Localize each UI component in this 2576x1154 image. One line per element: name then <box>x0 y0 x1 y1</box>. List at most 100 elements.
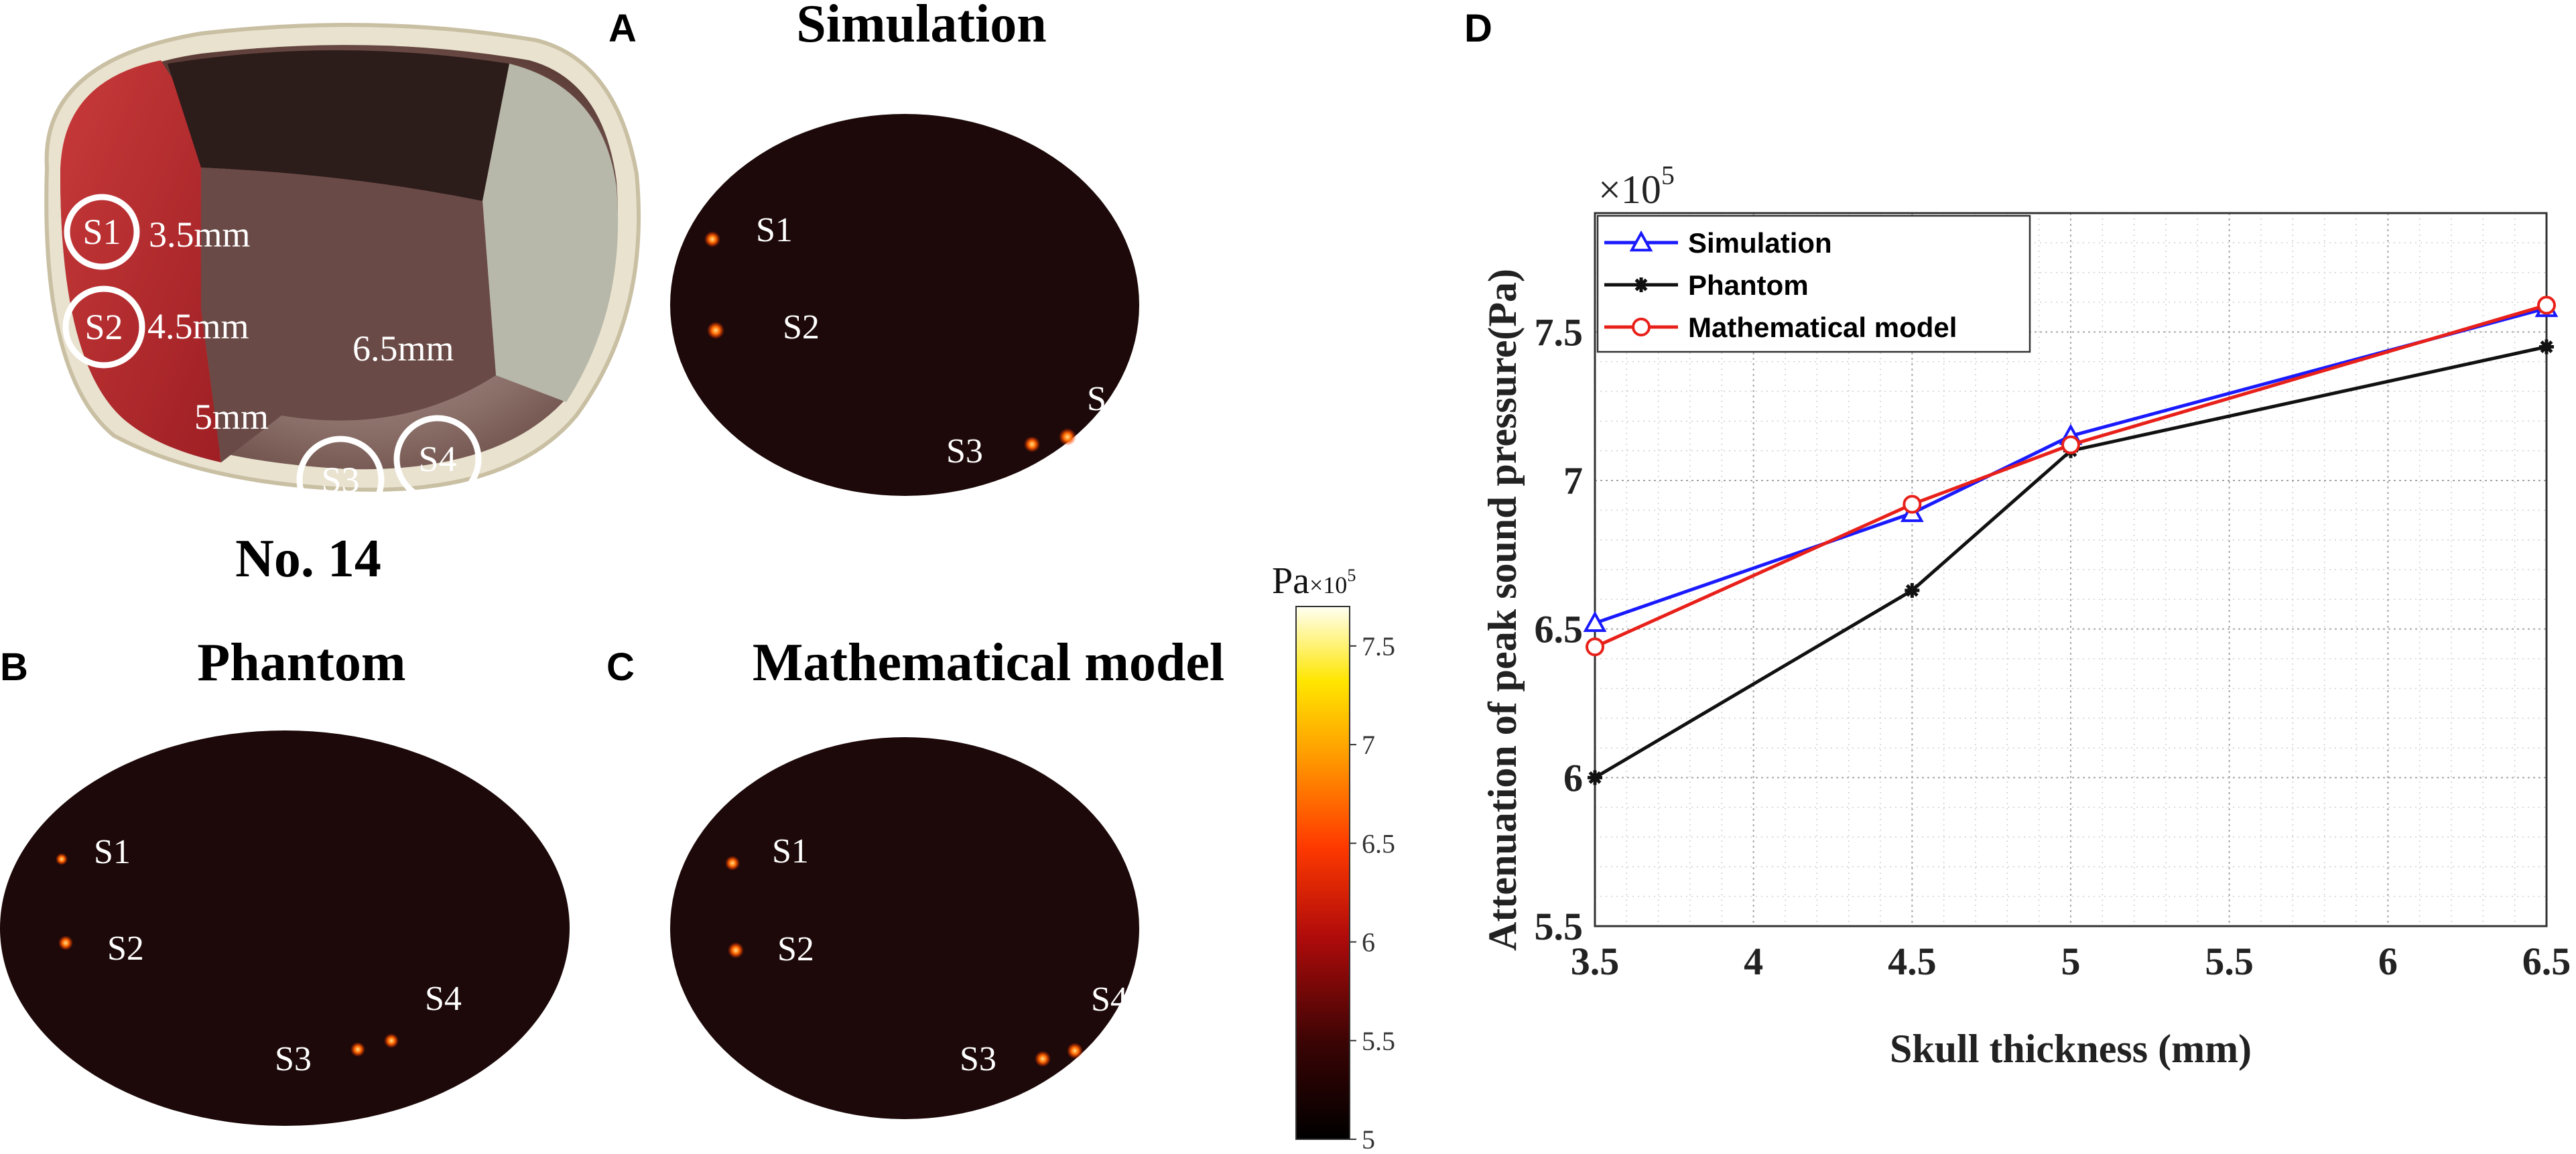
panel-b-spot-s3 <box>350 1042 365 1057</box>
panel-b-label-s4: S4 <box>425 980 462 1018</box>
panel-a-label-s1: S1 <box>756 211 793 249</box>
colorbar-tick-label: 7 <box>1362 730 1375 760</box>
skull-red-region <box>60 60 221 462</box>
x-tick-label: 6.5 <box>2522 940 2571 983</box>
y-tick-label: 7.5 <box>1535 310 1584 354</box>
y-tick-label: 6.5 <box>1535 608 1584 651</box>
legend-label: Mathematical model <box>1688 312 1957 343</box>
thickness-label-s2: 4.5mm <box>147 306 249 346</box>
data-point-marker <box>1586 637 1604 657</box>
thickness-label-s1: 3.5mm <box>149 214 251 255</box>
colorbar-exponent: ×10 <box>1309 572 1347 598</box>
panel-a-title: Simulation <box>796 0 1046 54</box>
colorbar-unit: Pa×105 <box>1272 560 1356 602</box>
panel-b-label-s1: S1 <box>94 833 131 871</box>
axes-box <box>1594 212 2548 927</box>
photo-caption: No. 14 <box>235 529 381 588</box>
y-multiplier-power: 5 <box>1661 160 1675 190</box>
legend-item: Simulation <box>1604 227 1832 259</box>
panel-a-spot-s3 <box>1024 436 1040 452</box>
colorbar-tick-label: 6 <box>1362 927 1375 958</box>
legend-label: Phantom <box>1688 269 1809 301</box>
x-tick-label: 4 <box>1744 940 1763 983</box>
skull-label-s3: S3 <box>321 460 359 500</box>
y-multiplier: ×105 <box>1598 160 1675 212</box>
skull-label-s4: S4 <box>418 439 456 479</box>
x-tick-label: 6 <box>2378 940 2398 983</box>
legend-marker <box>1634 277 1649 292</box>
skull-label-s2: S2 <box>84 307 123 347</box>
panel-b-title: Phantom <box>197 633 405 692</box>
legend-label: Simulation <box>1688 227 1832 259</box>
star-stroke <box>1905 584 1919 597</box>
series-mathematical-model <box>1586 296 2556 657</box>
x-tick-label: 5.5 <box>2205 940 2254 983</box>
panel-d-letter: D <box>1464 7 1492 50</box>
panel-c-field <box>670 737 1139 1119</box>
panel-c-spot-s3 <box>1035 1051 1051 1067</box>
panel-a-spot-s2 <box>707 322 724 339</box>
colorbar-tick-label: 5.5 <box>1362 1026 1395 1056</box>
colorbar: Pa×105 7.576.565.55 <box>1272 560 1395 1154</box>
panel-c-title: Mathematical model <box>753 633 1224 692</box>
x-axis-label: Skull thickness (mm) <box>1890 1027 2252 1071</box>
data-point-marker <box>1903 495 1922 514</box>
skull-photo: S1 S2 S3 S4 3.5mm 4.5mm 6.5mm 5mm <box>44 23 641 524</box>
skull-marker-s3 <box>296 436 385 524</box>
panel-c-letter: C <box>606 645 635 689</box>
star-stroke <box>2540 340 2553 353</box>
panel-b-field <box>0 730 570 1126</box>
panel-b-label-s3: S3 <box>275 1040 312 1078</box>
data-point-marker <box>2061 435 2080 454</box>
y-axis-label: Attenuation of peak sound pressure(Pa) <box>1480 269 1525 951</box>
star-stroke <box>1634 278 1648 292</box>
panel-b-label-s2: S2 <box>107 929 144 968</box>
star-stroke <box>1588 771 1602 784</box>
legend: Simulation Phantom Mathematical model <box>1596 214 2031 353</box>
x-tick-label: 3.5 <box>1571 940 1620 983</box>
legend-item: Mathematical model <box>1604 312 1957 343</box>
x-tick-label: 4.5 <box>1888 940 1937 983</box>
panel-a-spot-s4 <box>1059 428 1076 446</box>
panel-b-spot-s2 <box>58 936 73 950</box>
panel-a-label-s3: S3 <box>946 432 983 470</box>
colorbar-tick-label: 5 <box>1362 1125 1375 1151</box>
data-point-marker <box>1583 611 1607 632</box>
colorbar-unit-text: Pa <box>1272 560 1309 602</box>
colorbar-gradient <box>1295 606 1350 1140</box>
panel-a-spot-s1 <box>704 231 720 247</box>
panel-a-label-s4: S4 <box>1087 380 1124 418</box>
legend-item: Phantom <box>1604 269 1809 301</box>
data-point-marker <box>2537 296 2556 315</box>
data-point-marker <box>1588 770 1602 785</box>
panel-c-spot-s2 <box>728 942 744 958</box>
x-tick-label: 5 <box>2061 940 2081 983</box>
panel-b-spot-s4 <box>384 1033 399 1048</box>
skull-dark-region <box>168 50 509 201</box>
colorbar-power: 5 <box>1347 566 1356 585</box>
series-line <box>1594 345 2547 779</box>
panel-a-label-s2: S2 <box>783 308 820 346</box>
thickness-label-s3: 5mm <box>194 397 269 437</box>
legend-marker <box>1632 318 1651 336</box>
y-tick-label: 5.5 <box>1535 905 1584 948</box>
skull-marker-s2 <box>62 285 145 369</box>
panel-c-spot-s4 <box>1067 1043 1083 1059</box>
colorbar-tick-label: 7.5 <box>1362 631 1395 661</box>
skull-marker-s1 <box>64 194 140 270</box>
colorbar-ticks: 7.5 7 6.5 6 5.5 5 <box>1350 631 1395 1154</box>
data-point-marker <box>1905 583 1920 598</box>
panel-b-spot-s1 <box>56 853 68 865</box>
skull-brown-region <box>201 168 496 462</box>
panel-a-field <box>670 114 1139 496</box>
legend-marker <box>1629 230 1653 252</box>
skull-marker-s4 <box>393 415 482 503</box>
thickness-label-s4: 6.5mm <box>352 328 454 369</box>
y-multiplier-base: ×10 <box>1598 168 1661 212</box>
y-tick-label: 6 <box>1563 756 1583 799</box>
y-tick-label: 7 <box>1563 459 1583 503</box>
skull-label-s1: S1 <box>82 212 121 252</box>
panel-c-label-s3: S3 <box>960 1040 996 1078</box>
panel-c-label-s2: S2 <box>777 930 814 968</box>
